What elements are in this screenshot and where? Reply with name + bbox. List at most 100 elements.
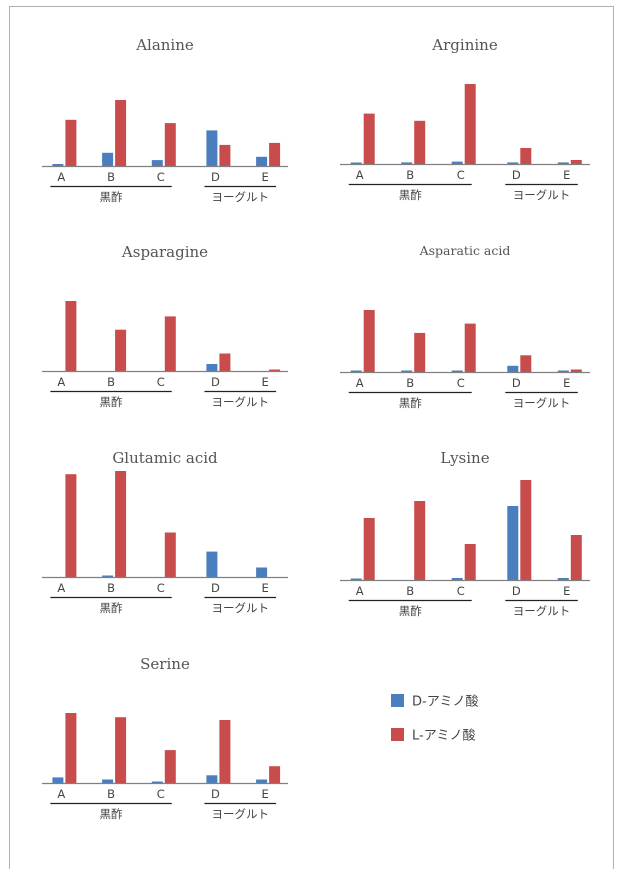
bar-d-b [102, 575, 114, 577]
bar-d-c [451, 370, 463, 372]
tick-label-d: D [211, 375, 220, 389]
bar-d-b [401, 370, 413, 372]
bar-d-d [206, 551, 218, 577]
bar-d-b [102, 779, 114, 783]
tick-label-c: C [157, 170, 165, 184]
bar-l-b [414, 501, 426, 580]
chart-title: Glutamic acid [112, 449, 218, 467]
bar-l-a [363, 113, 375, 164]
bar-l-c [164, 750, 176, 783]
bar-l-a [65, 119, 77, 166]
bar-l-a [65, 301, 77, 371]
bar-d-e [557, 370, 569, 372]
bar-d-c [451, 578, 463, 580]
tick-label-e: E [261, 787, 268, 801]
tick-label-b: B [107, 787, 115, 801]
bar-l-c [464, 544, 476, 580]
group-label: ヨーグルト [513, 604, 571, 618]
group-label: 黒酢 [100, 190, 123, 204]
tick-label-d: D [211, 170, 220, 184]
bar-d-e [557, 162, 569, 164]
bar-l-d [520, 355, 532, 372]
tick-label-c: C [157, 787, 165, 801]
bar-d-c [151, 160, 163, 166]
tick-label-d: D [512, 168, 521, 182]
tick-label-a: A [57, 581, 65, 595]
bar-d-d [206, 775, 218, 783]
tick-label-a: A [356, 168, 364, 182]
group-label: 黒酢 [100, 807, 123, 821]
bar-d-a [350, 578, 362, 580]
chart-title: Asparatic acid [419, 243, 511, 258]
bar-d-a [350, 162, 362, 164]
tick-label-e: E [563, 376, 570, 390]
tick-label-a: A [57, 787, 65, 801]
bar-l-e [269, 766, 281, 783]
bar-d-c [151, 781, 163, 783]
bar-l-b [414, 332, 426, 372]
bar-l-d [520, 148, 532, 164]
legend-swatch [391, 694, 404, 707]
group-label: ヨーグルト [212, 190, 270, 204]
group-label: ヨーグルト [212, 601, 270, 615]
tick-label-d: D [512, 584, 521, 598]
chart-title: Lysine [440, 449, 489, 467]
bar-l-a [65, 713, 77, 783]
chart-glutamic-acid: Glutamic acid A B C D E 黒酢 ヨーグルト [42, 449, 288, 615]
bar-l-e [269, 369, 281, 371]
tick-label-d: D [512, 376, 521, 390]
bar-l-b [115, 100, 127, 166]
bar-d-d [507, 365, 519, 372]
bar-d-b [102, 152, 114, 166]
tick-label-b: B [406, 584, 414, 598]
bar-d-a [350, 370, 362, 372]
bar-l-e [570, 160, 582, 164]
bar-l-d [219, 720, 231, 783]
bar-d-d [507, 162, 519, 164]
tick-label-e: E [261, 170, 268, 184]
bar-l-c [164, 316, 176, 371]
bar-l-c [464, 323, 476, 372]
bar-l-b [115, 471, 127, 577]
tick-label-d: D [211, 581, 220, 595]
bar-d-d [206, 130, 218, 166]
group-label: 黒酢 [100, 601, 123, 615]
tick-label-c: C [457, 168, 465, 182]
bar-l-c [164, 532, 176, 577]
tick-label-c: C [457, 584, 465, 598]
tick-label-b: B [406, 168, 414, 182]
bar-l-c [164, 123, 176, 166]
bar-d-a [52, 164, 64, 166]
group-label: 黒酢 [399, 188, 422, 202]
bar-d-d [507, 506, 519, 580]
chart-title: Asparagine [121, 243, 208, 261]
tick-label-b: B [107, 170, 115, 184]
bar-l-b [115, 329, 127, 371]
bar-d-c [451, 161, 463, 164]
tick-label-c: C [157, 375, 165, 389]
tick-label-d: D [211, 787, 220, 801]
tick-label-a: A [356, 376, 364, 390]
group-label: ヨーグルト [212, 395, 270, 409]
bar-l-d [219, 353, 231, 371]
bar-l-c [464, 84, 476, 164]
tick-label-c: C [157, 581, 165, 595]
legend-label: L-アミノ酸 [412, 729, 475, 744]
bar-d-e [256, 567, 268, 577]
bar-l-d [520, 480, 532, 580]
tick-label-e: E [261, 375, 268, 389]
bar-l-e [570, 535, 582, 580]
bar-l-d [219, 144, 231, 166]
bar-d-e [557, 578, 569, 580]
tick-label-e: E [563, 584, 570, 598]
group-label: ヨーグルト [513, 188, 571, 202]
chart-serine: Serine A B C D E 黒酢 ヨーグルト [42, 655, 288, 821]
chart-title: Arginine [431, 36, 498, 54]
chart-alanine: Alanine A B C D E 黒酢 ヨーグルト [42, 36, 288, 204]
tick-label-b: B [107, 375, 115, 389]
group-label: 黒酢 [399, 396, 422, 410]
group-label: 黒酢 [100, 395, 123, 409]
chart-asparagine: Asparagine A B C D E 黒酢 ヨーグルト [42, 243, 288, 409]
bar-l-a [363, 518, 375, 580]
